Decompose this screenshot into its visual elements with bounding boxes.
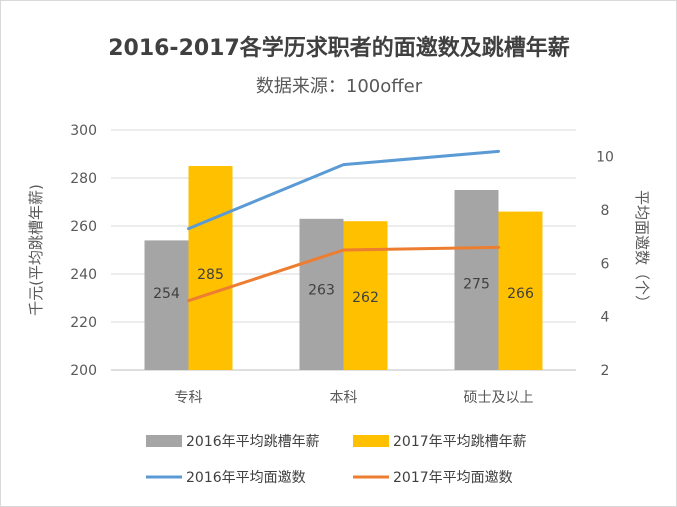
bar (144, 240, 189, 370)
y-tick-label: 300 (70, 123, 97, 139)
legend: 2016年平均跳槽年薪 2017年平均跳槽年薪 2016年平均面邀数 2017年平均面… (146, 434, 527, 486)
bar-data-label: 285 (197, 267, 224, 283)
legend-label: 2016年平均跳槽年薪 (186, 434, 320, 450)
bar-data-label: 266 (507, 286, 534, 302)
y-axis-ticks: 200 220 240 260 280 300 (70, 123, 97, 379)
series-line (187, 149, 500, 231)
y-tick-label: 200 (70, 363, 97, 379)
bar-marks (144, 166, 543, 370)
y2-tick-label: 4 (601, 310, 610, 326)
y2-tick-label: 6 (601, 256, 610, 272)
bar (498, 211, 543, 370)
bar-data-labels: 254 263 275 285 262 266 (153, 267, 534, 306)
y2-tick-label: 2 (601, 363, 610, 379)
chart-title: 2016-2017各学历求职者的面邀数及跳槽年薪 (108, 35, 570, 61)
y-tick-label: 240 (70, 267, 97, 283)
legend-label: 2017年平均跳槽年薪 (393, 434, 527, 450)
y-axis-label: 千元(平均跳槽年薪) (27, 184, 45, 316)
legend-label: 2017年平均面邀数 (393, 470, 513, 486)
bar (454, 190, 499, 370)
bar (343, 221, 388, 370)
legend-swatch (353, 435, 389, 447)
y2-tick-label: 8 (601, 203, 610, 219)
y-tick-label: 220 (70, 315, 97, 331)
y-tick-label: 280 (70, 171, 97, 187)
legend-label: 2016年平均面邀数 (186, 470, 306, 486)
bar-data-label: 275 (463, 277, 490, 293)
bar (299, 218, 344, 370)
series-line (187, 245, 500, 303)
chart-subtitle: 数据来源：100offer (256, 76, 423, 97)
bar-data-label: 254 (153, 286, 180, 302)
line-marks (187, 149, 500, 303)
y-tick-label: 260 (70, 219, 97, 235)
y2-axis-label: 平均面邀数（个） (633, 190, 651, 310)
bar-data-label: 263 (308, 283, 335, 299)
x-tick-label: 硕士及以上 (464, 390, 534, 406)
bar-data-label: 262 (352, 290, 379, 306)
bar (188, 166, 233, 370)
x-axis-ticks: 专科 本科 硕士及以上 (175, 390, 534, 406)
x-tick-label: 专科 (175, 390, 203, 406)
y2-tick-label: 10 (596, 150, 614, 166)
legend-swatch (146, 435, 182, 447)
y2-axis-ticks: 2 4 6 8 10 (596, 150, 614, 379)
x-tick-label: 本科 (330, 390, 358, 406)
